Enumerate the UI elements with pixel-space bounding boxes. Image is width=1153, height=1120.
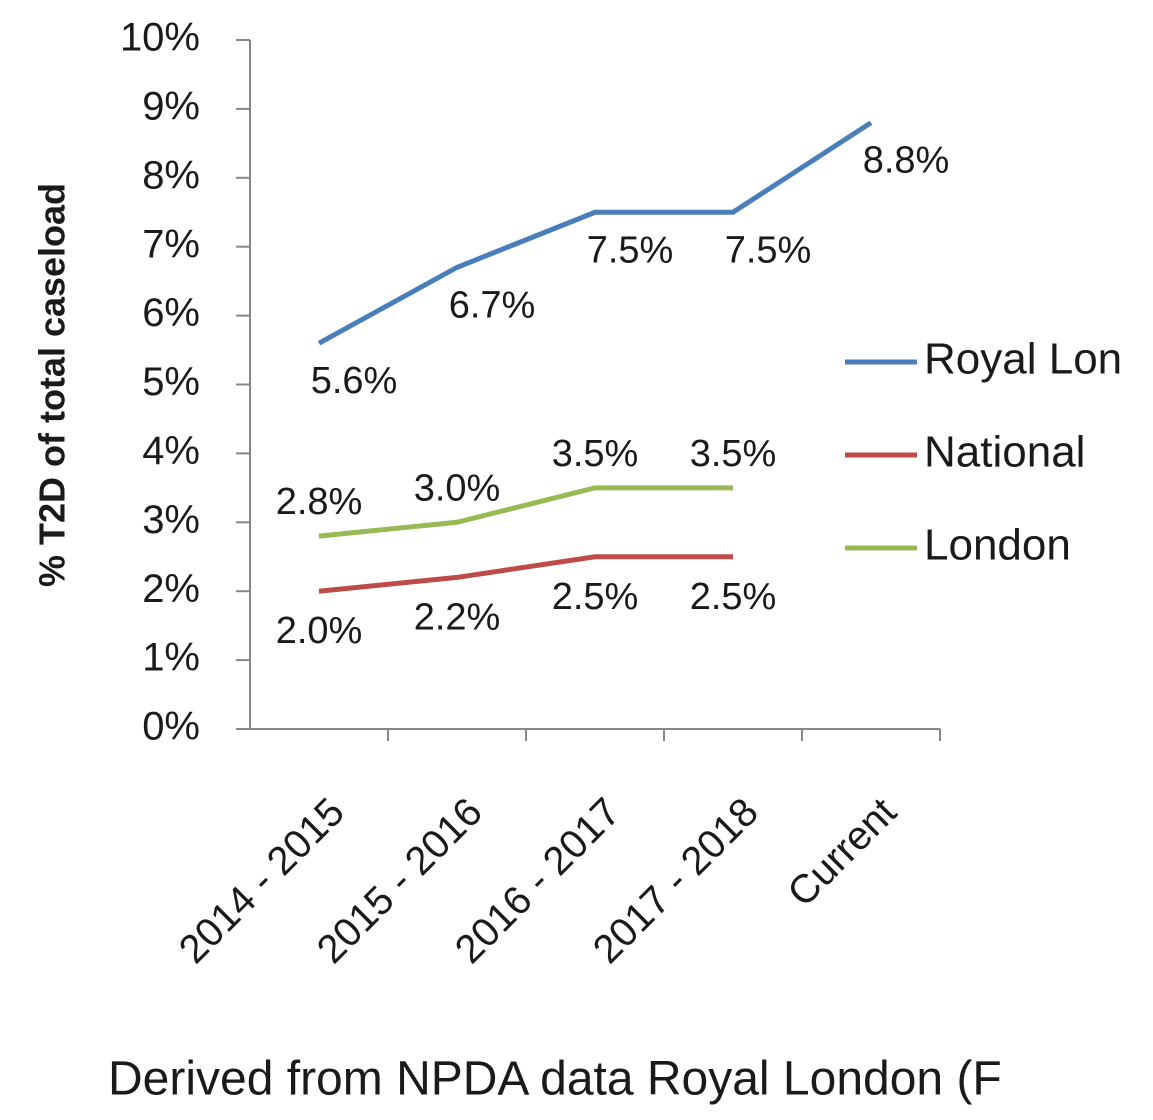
data-label: 7.5% [725, 229, 812, 271]
y-tick-label: 10% [120, 16, 200, 60]
y-tick-label: 4% [142, 429, 200, 473]
y-tick-label: 6% [142, 291, 200, 335]
series-line [317, 120, 873, 346]
data-label: 2.5% [690, 576, 777, 618]
series-line [318, 485, 733, 539]
x-tick-label: Current [779, 790, 904, 915]
data-label: 8.8% [863, 140, 950, 182]
footnote: Derived from NPDA data Royal London (F [108, 1053, 1002, 1106]
data-label: 2.8% [276, 481, 363, 523]
data-label: 7.5% [587, 229, 674, 271]
data-label: 2.0% [276, 610, 363, 652]
y-tick-label: 0% [142, 705, 200, 749]
data-label: 2.2% [414, 596, 501, 638]
y-tick-label: 5% [142, 360, 200, 404]
data-label: 5.6% [311, 360, 398, 402]
y-tick-label: 8% [142, 153, 200, 197]
data-label: 3.5% [552, 433, 639, 475]
data-label: 6.7% [449, 284, 536, 326]
legend-label: Royal Lon [924, 335, 1122, 384]
legend-label: National [924, 428, 1085, 477]
data-label: 3.5% [690, 433, 777, 475]
y-tick-label: 9% [142, 84, 200, 128]
legend-label: London [924, 521, 1071, 570]
y-tick-label: 7% [142, 222, 200, 266]
y-tick-label: 3% [142, 498, 200, 542]
y-axis-title: % T2D of total caseload [32, 183, 73, 587]
series-line [318, 554, 733, 594]
y-tick-label: 2% [142, 567, 200, 611]
data-label: 2.5% [552, 576, 639, 618]
y-tick-label: 1% [142, 636, 200, 680]
data-label: 3.0% [414, 467, 501, 509]
